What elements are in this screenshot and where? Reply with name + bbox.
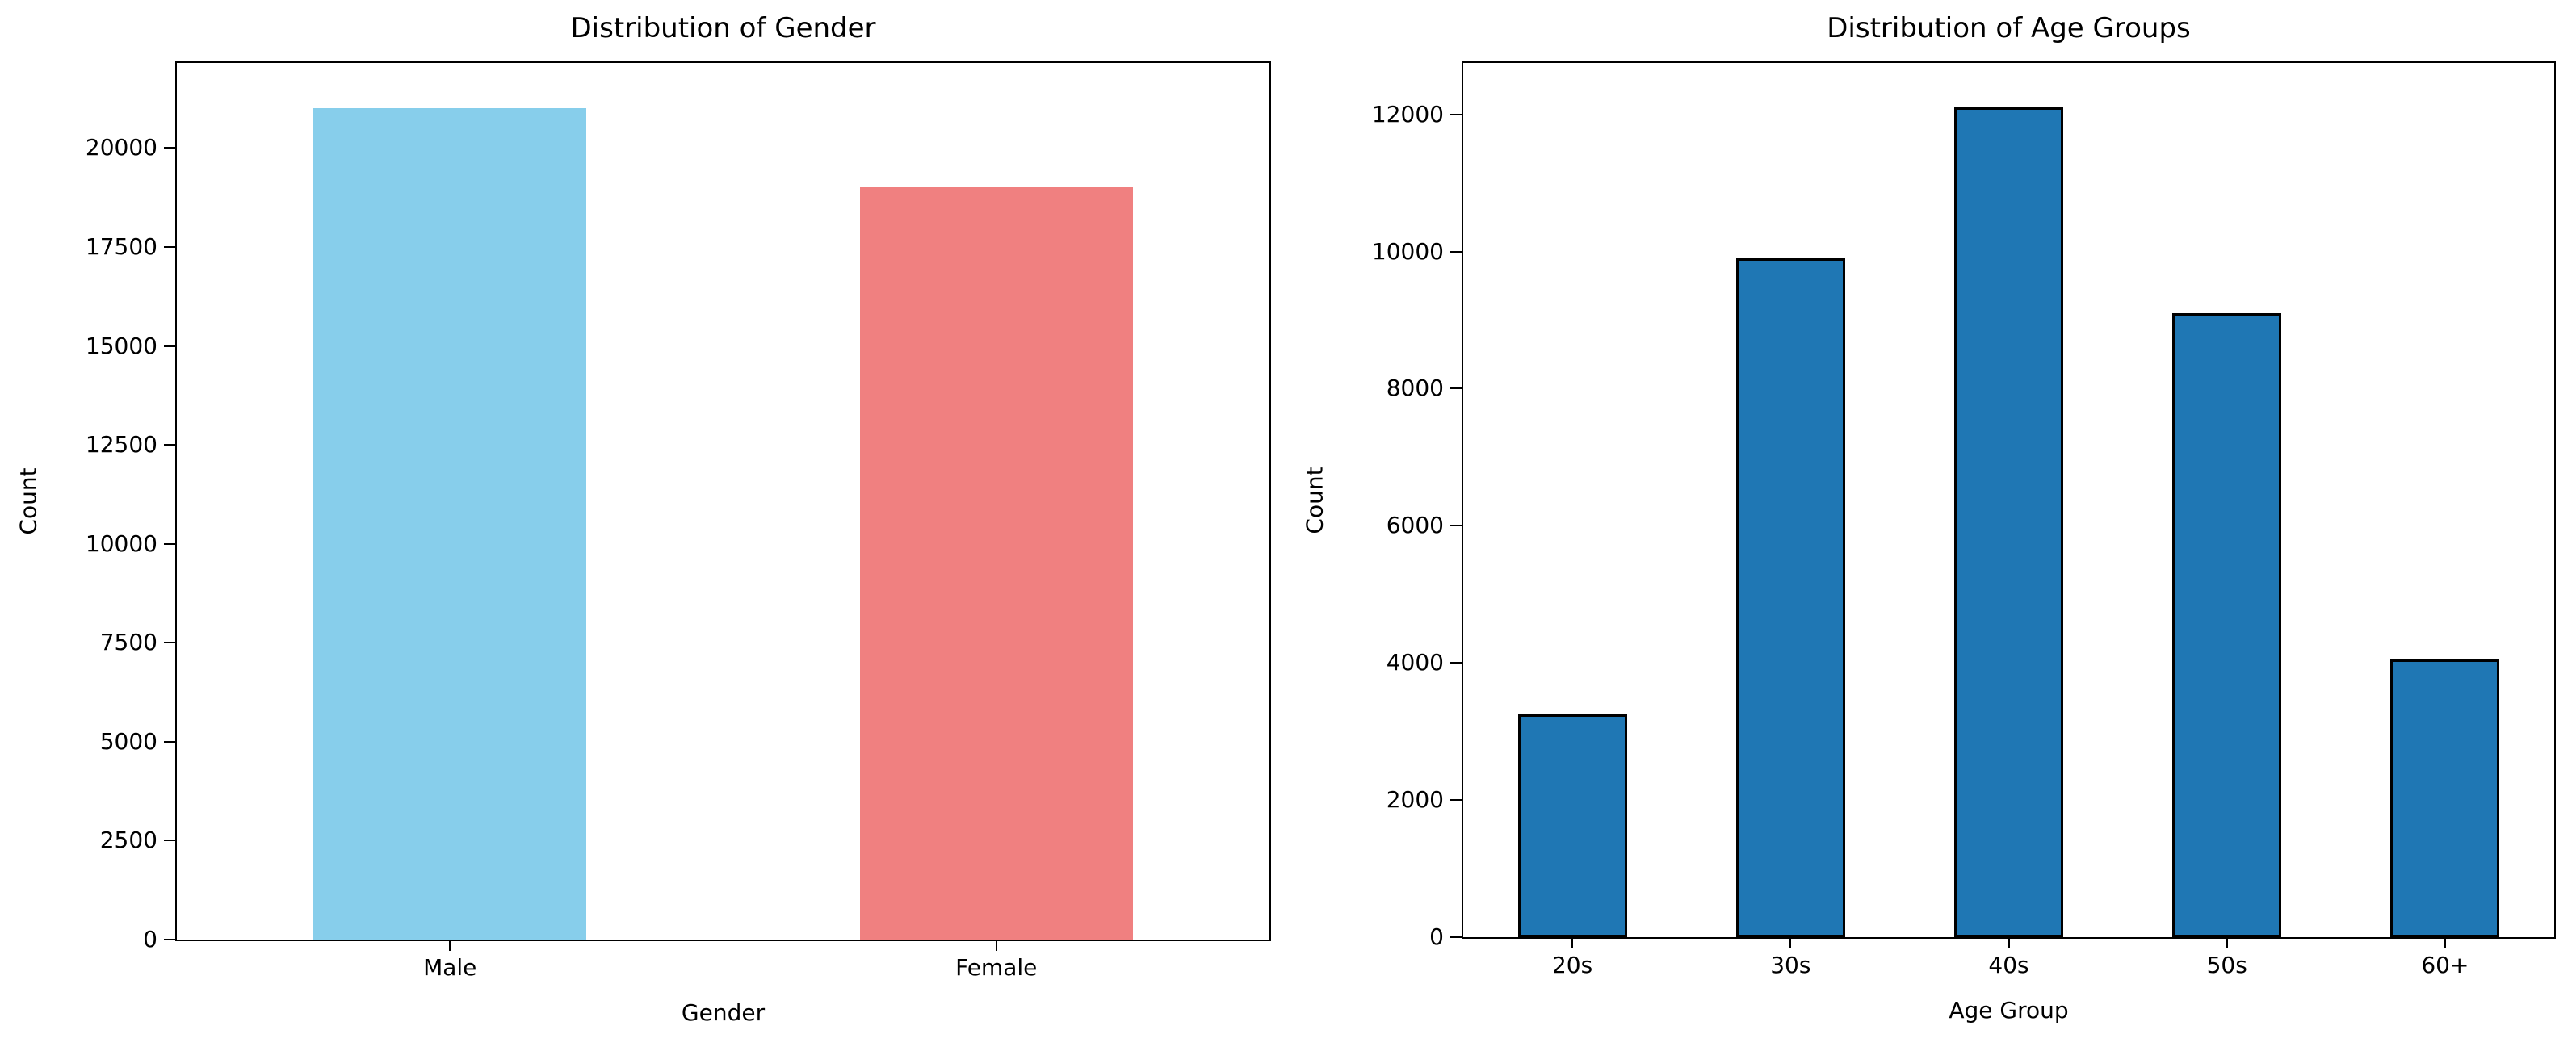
y-tick-mark (164, 147, 177, 149)
x-tick-label: Female (955, 954, 1038, 981)
x-axis-label: Gender (681, 999, 766, 1026)
y-tick-mark (164, 642, 177, 644)
y-tick-mark (164, 444, 177, 446)
y-tick-label: 4000 (1386, 649, 1444, 676)
y-tick-label: 7500 (99, 629, 157, 656)
bar-30s (1735, 258, 1845, 937)
y-tick-mark (164, 939, 177, 940)
x-tick-label: 40s (1988, 952, 2029, 978)
y-tick-mark (1450, 525, 1463, 527)
x-tick-mark (1789, 937, 1792, 948)
y-tick-label: 5000 (99, 727, 157, 755)
y-tick-label: 10000 (85, 530, 157, 557)
x-axis-label: Age Group (1949, 997, 2069, 1024)
y-tick-mark (164, 345, 177, 347)
y-tick-label: 20000 (85, 134, 157, 161)
chart-title: Distribution of Gender (570, 12, 876, 44)
y-tick-label: 15000 (85, 332, 157, 359)
y-axis-label: Count (15, 467, 42, 535)
y-tick-mark (164, 542, 177, 545)
y-tick-mark (1450, 250, 1463, 253)
x-tick-mark (2008, 937, 2010, 948)
y-tick-mark (164, 740, 177, 743)
y-tick-label: 2500 (99, 827, 157, 854)
y-tick-label: 12000 (1371, 100, 1444, 128)
x-tick-mark (995, 940, 997, 951)
y-tick-mark (1450, 936, 1463, 938)
x-tick-label: 60+ (2421, 952, 2469, 978)
x-tick-label: 30s (1770, 952, 1811, 978)
x-tick-label: 50s (2206, 952, 2247, 978)
y-tick-label: 0 (143, 926, 157, 953)
y-tick-label: 17500 (85, 233, 157, 260)
y-tick-mark (1450, 387, 1463, 390)
plot-area: 0 2500 5000 7500 10000 12500 15000 17500 20000 Ma… (86, 61, 1271, 980)
age-groups-distribution-subplot: Distribution of Age Groups Count Age Gro… (1302, 12, 2556, 1024)
y-tick-mark (164, 246, 177, 248)
y-tick-mark (164, 840, 177, 842)
y-tick-label: 12500 (85, 431, 157, 459)
gender-distribution-subplot: Distribution of Gender Count Gender 0 250… (15, 12, 1271, 1026)
x-tick-mark (449, 940, 451, 951)
bar-60- (2390, 659, 2500, 937)
x-tick-mark (2226, 937, 2228, 948)
y-tick-mark (1450, 662, 1463, 664)
bar-40s (1953, 107, 2064, 937)
y-tick-mark (1450, 113, 1463, 115)
y-tick-label: 0 (1429, 923, 1444, 950)
y-tick-mark (1450, 799, 1463, 802)
bar-female (859, 187, 1133, 940)
y-tick-label: 10000 (1371, 237, 1444, 265)
plot-area: 0 2000 4000 6000 8000 10000 12000 20s 30s 40s 50s 6… (1372, 61, 2556, 978)
bar-50s (2172, 313, 2282, 937)
bar-male (313, 108, 587, 940)
x-tick-mark (1571, 937, 1574, 948)
y-tick-label: 8000 (1386, 375, 1444, 402)
y-tick-label: 2000 (1386, 786, 1444, 814)
y-tick-label: 6000 (1386, 512, 1444, 539)
x-tick-mark (2444, 937, 2446, 948)
chart-title: Distribution of Age Groups (1827, 12, 2191, 44)
x-tick-label: Male (423, 954, 477, 981)
bar-20s (1517, 714, 1627, 937)
x-tick-label: 20s (1551, 952, 1593, 978)
